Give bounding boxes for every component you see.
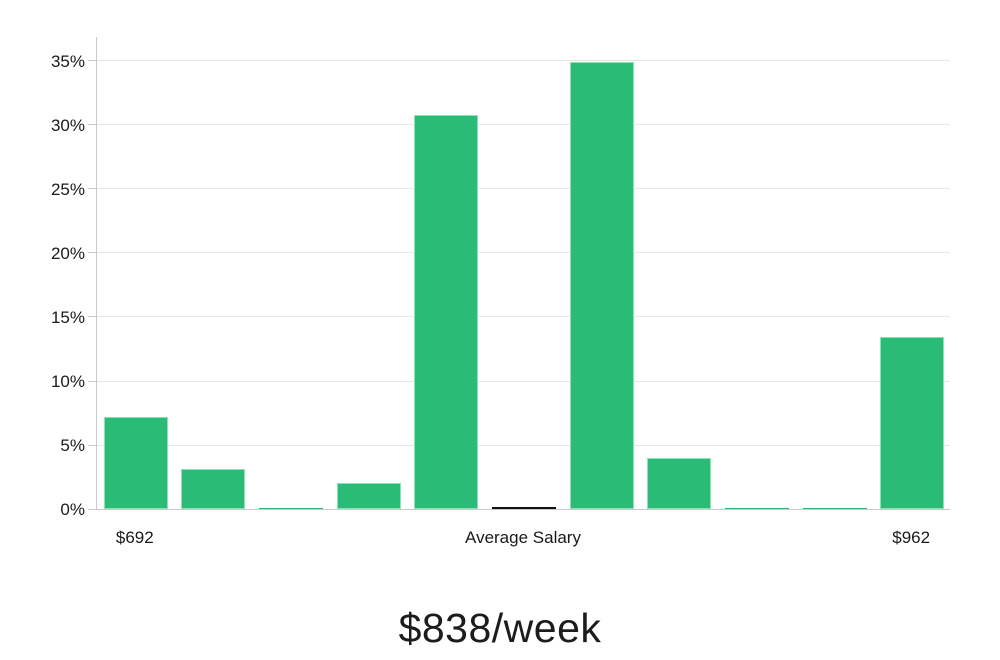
- distribution-bar[interactable]: [103, 416, 168, 509]
- y-tick-mark: [88, 124, 96, 126]
- distribution-bar[interactable]: [647, 457, 712, 509]
- y-tick-mark: [88, 380, 96, 382]
- distribution-bar[interactable]: [414, 114, 479, 509]
- gridline-20%: [97, 252, 950, 254]
- gridline-5%: [97, 444, 950, 446]
- chart-title: $838/week: [398, 605, 602, 651]
- y-tick-mark: [88, 188, 96, 190]
- y-axis-tick-label: 35%: [50, 51, 85, 71]
- x-axis-label: Average Salary: [465, 528, 581, 547]
- y-axis-tick-label: 25%: [50, 179, 85, 199]
- x-axis-label: $692: [115, 528, 154, 547]
- y-axis-tick-label: 5%: [60, 436, 85, 455]
- gridline-10%: [97, 380, 950, 382]
- distribution-bar[interactable]: [802, 507, 867, 509]
- plot-area: [88, 37, 950, 510]
- y-tick-mark: [88, 508, 96, 510]
- y-tick-mark: [88, 444, 96, 446]
- x-axis-labels: $692 Average Salary $962: [96, 528, 950, 554]
- y-axis-tick-label: 10%: [50, 372, 85, 391]
- x-axis-label: $962: [892, 528, 931, 547]
- y-tick-mark: [88, 316, 96, 318]
- distribution-bar[interactable]: [181, 469, 246, 509]
- y-axis-labels: 0% 5% 10% 15% 20% 25% 30% 35%: [0, 37, 85, 519]
- distribution-bar[interactable]: [880, 337, 945, 509]
- average-salary-marker-bar[interactable]: [492, 507, 556, 509]
- gridline-35%: [97, 60, 950, 62]
- gridline-25%: [97, 188, 950, 190]
- y-tick-mark: [88, 60, 96, 62]
- distribution-bar[interactable]: [569, 62, 634, 509]
- distribution-bar[interactable]: [259, 507, 324, 509]
- distribution-bar[interactable]: [336, 483, 401, 509]
- y-tick-mark: [88, 252, 96, 254]
- y-axis-tick-label: 30%: [50, 115, 85, 135]
- distribution-bar[interactable]: [724, 507, 789, 509]
- y-axis-tick-label: 15%: [50, 307, 85, 327]
- y-axis-tick-label: 0%: [60, 500, 85, 519]
- y-axis-tick-label: 20%: [50, 243, 85, 263]
- gridline-30%: [97, 124, 950, 126]
- gridline-15%: [97, 316, 950, 318]
